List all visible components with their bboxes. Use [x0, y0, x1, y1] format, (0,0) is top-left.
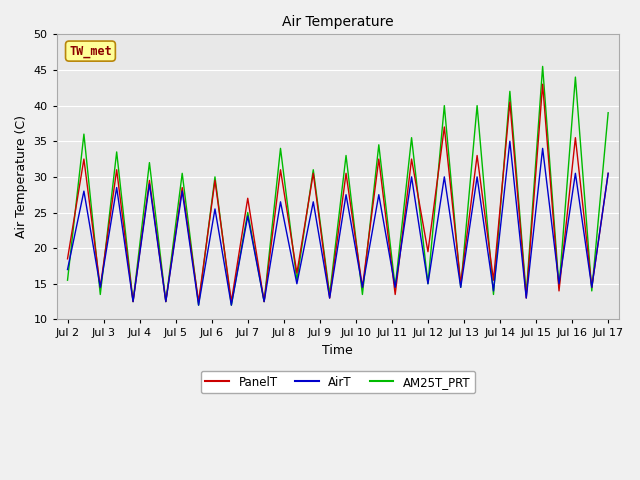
Y-axis label: Air Temperature (C): Air Temperature (C) [15, 115, 28, 239]
X-axis label: Time: Time [323, 344, 353, 357]
Legend: PanelT, AirT, AM25T_PRT: PanelT, AirT, AM25T_PRT [201, 371, 475, 393]
Title: Air Temperature: Air Temperature [282, 15, 394, 29]
Text: TW_met: TW_met [69, 45, 112, 58]
